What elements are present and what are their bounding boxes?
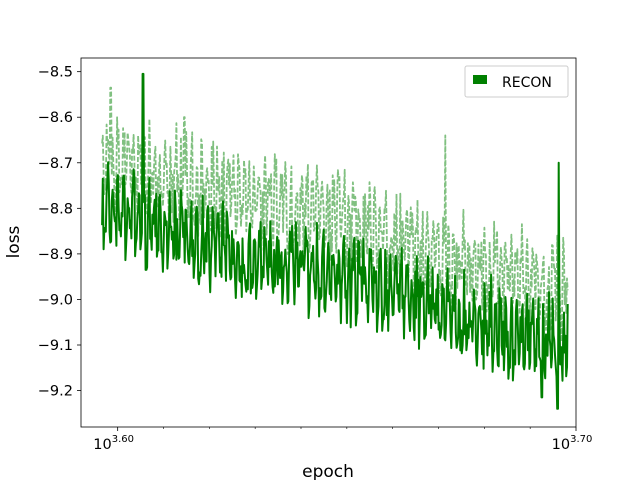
x-axis-label: epoch <box>302 462 354 480</box>
y-tick-label: −8.5 <box>38 65 73 81</box>
y-axis-label: loss <box>4 225 24 258</box>
y-tick-label: −9.0 <box>38 292 73 308</box>
x-tick-base: 10 <box>93 437 111 453</box>
legend-swatch-recon <box>473 75 487 84</box>
legend: RECON <box>464 65 569 98</box>
y-tick-label: −8.7 <box>38 156 73 172</box>
y-tick-label: −9.2 <box>38 384 73 400</box>
x-tick-exponent: 3.60 <box>112 434 134 445</box>
x-tick-label: 103.70 <box>552 434 593 453</box>
x-axis: 103.60 103.70 <box>93 427 592 453</box>
x-tick-base: 10 <box>552 437 570 453</box>
x-tick-label: 103.60 <box>93 434 134 453</box>
legend-label-recon: RECON <box>502 75 552 91</box>
series-layer <box>101 72 569 410</box>
series-line-recon <box>101 72 569 410</box>
y-tick-label: −9.1 <box>38 338 73 354</box>
plot-area <box>80 57 577 428</box>
legend-box <box>464 65 569 98</box>
plot-border <box>80 57 577 428</box>
x-tick-exponent: 3.70 <box>570 434 592 445</box>
y-tick-label: −8.8 <box>38 201 73 217</box>
y-tick-label: −8.9 <box>38 247 73 263</box>
y-tick-label: −8.6 <box>38 110 73 126</box>
y-axis: −8.5 −8.6 −8.7 −8.8 −8.9 −9.0 −9.1 −9.2 <box>38 65 81 400</box>
